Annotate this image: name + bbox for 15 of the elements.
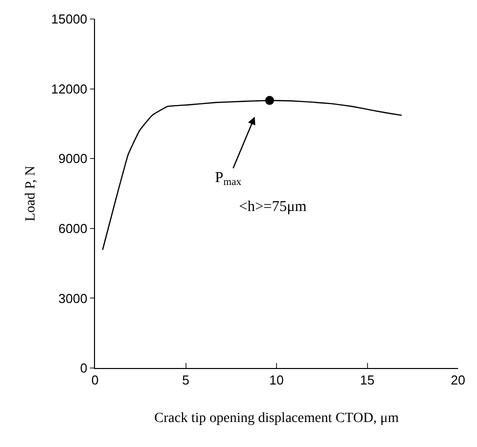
- x-tick-label: 15: [360, 372, 374, 388]
- y-tick-label: 0: [80, 360, 88, 376]
- y-tick-label: 9000: [58, 151, 88, 166]
- y-tick-label: 12000: [51, 81, 88, 96]
- x-axis-title: Crack tip opening displacement CTOD, μm: [154, 411, 399, 426]
- x-tick-label: 5: [182, 372, 190, 388]
- annotation: P$_{max}$: [215, 170, 242, 188]
- y-tick-label: 6000: [58, 220, 88, 236]
- x-tick-label: 20: [450, 372, 466, 388]
- annotation: <h>=75μm: [239, 199, 307, 215]
- y-tick-label: 3000: [58, 290, 88, 306]
- y-tick-label: 15000: [51, 12, 88, 27]
- y-axis-title: Load P, N: [24, 166, 39, 222]
- x-tick-label: 10: [269, 372, 284, 388]
- x-tick-label: 0: [91, 372, 99, 388]
